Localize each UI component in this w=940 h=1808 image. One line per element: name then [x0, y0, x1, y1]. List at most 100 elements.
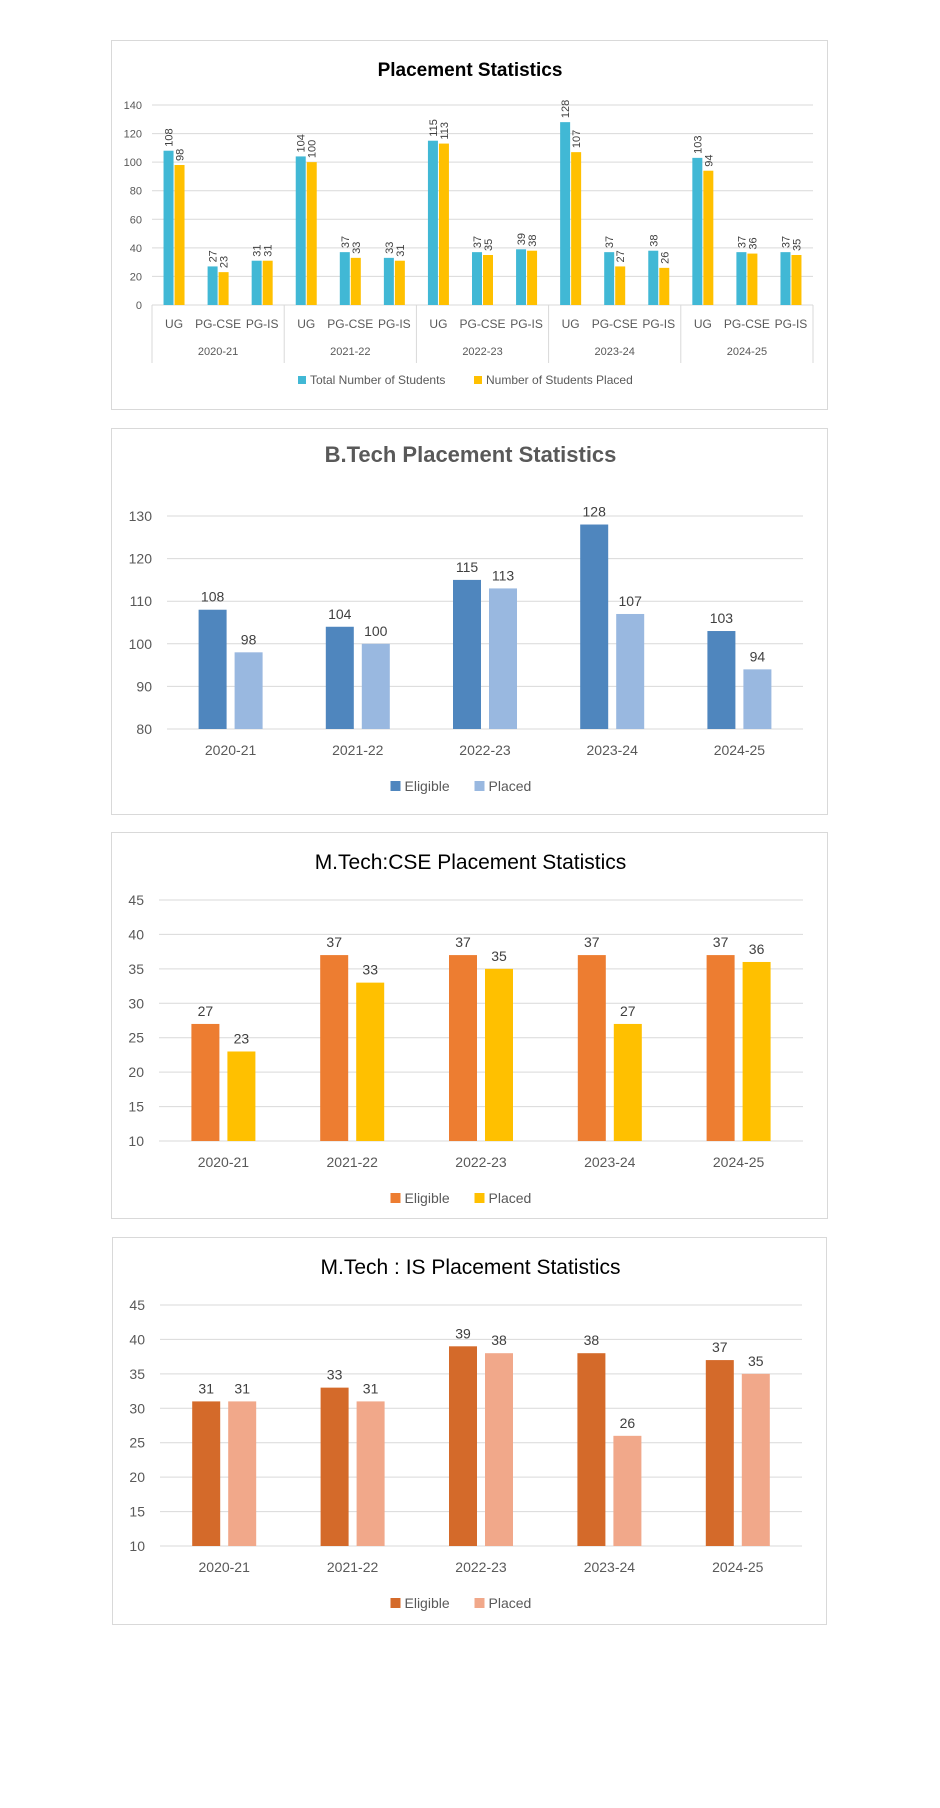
bar	[453, 579, 481, 729]
y-tick-label: 35	[129, 1366, 145, 1382]
bar	[616, 613, 645, 729]
y-tick-label: 140	[124, 100, 142, 112]
y-tick-label: 20	[128, 1064, 144, 1080]
x-category-label: UG	[694, 317, 712, 331]
x-group-label: 2021-22	[330, 346, 370, 358]
chart-title: B.Tech Placement Statistics	[325, 442, 617, 467]
data-label: 33	[327, 1367, 343, 1383]
data-label: 37	[712, 1339, 728, 1355]
data-label: 33	[384, 242, 396, 254]
data-label: 27	[615, 250, 627, 262]
y-tick-label: 120	[129, 551, 153, 567]
bar	[198, 609, 227, 729]
data-label: 26	[659, 252, 671, 264]
data-label: 31	[234, 1380, 250, 1396]
data-label: 115	[428, 119, 440, 137]
data-label: 115	[456, 559, 479, 575]
x-tick-label: 2024-25	[714, 742, 766, 758]
bar	[741, 1373, 770, 1546]
bar	[705, 1360, 734, 1546]
data-label: 104	[328, 606, 352, 622]
data-label: 27	[208, 250, 220, 262]
data-label: 104	[296, 134, 308, 152]
bar	[251, 260, 262, 305]
bar	[483, 255, 493, 305]
x-category-label: UG	[562, 317, 580, 331]
bar	[489, 588, 517, 729]
x-tick-label: 2020-21	[199, 1559, 251, 1575]
legend-swatch	[474, 1193, 485, 1203]
bar	[174, 165, 185, 305]
bar	[485, 1353, 513, 1546]
y-tick-label: 30	[129, 1400, 145, 1416]
bar	[325, 626, 354, 729]
data-label: 98	[175, 149, 187, 161]
data-label: 37	[713, 934, 729, 950]
y-tick-label: 25	[128, 1030, 144, 1046]
x-category-label: PG-IS	[775, 317, 808, 331]
bar	[743, 669, 772, 729]
y-tick-label: 15	[128, 1099, 144, 1115]
y-tick-label: 25	[129, 1435, 145, 1451]
data-label: 31	[363, 1380, 379, 1396]
data-label: 35	[491, 948, 507, 964]
data-label: 100	[307, 140, 319, 158]
y-tick-label: 45	[129, 1297, 145, 1313]
legend-swatch	[390, 1193, 401, 1203]
data-label: 128	[583, 504, 607, 520]
bar	[449, 1346, 477, 1546]
data-label: 108	[164, 128, 176, 146]
y-tick-label: 35	[128, 961, 144, 977]
data-label: 27	[198, 1003, 214, 1019]
bar	[320, 1387, 349, 1546]
y-tick-label: 90	[136, 678, 152, 694]
y-tick-label: 30	[128, 995, 144, 1011]
data-label: 36	[747, 237, 759, 249]
bar	[742, 961, 771, 1141]
mtech-is-placement-chart: M.Tech : IS Placement Statistics 10 15 20 25…	[129, 1256, 802, 1611]
bar	[427, 140, 438, 305]
bar	[706, 955, 735, 1141]
bar	[383, 257, 394, 305]
y-tick-label: 100	[129, 636, 153, 652]
x-category-label: PG-CSE	[195, 317, 241, 331]
y-tick-label: 110	[130, 593, 153, 609]
bar	[527, 250, 538, 305]
data-label: 107	[571, 130, 583, 148]
bar	[356, 982, 385, 1141]
x-category-label: PG-IS	[510, 317, 543, 331]
data-label: 37	[584, 934, 600, 950]
x-tick-label: 2023-24	[584, 1559, 636, 1575]
data-label: 39	[516, 233, 528, 245]
x-tick-label: 2020-21	[205, 742, 257, 758]
data-label: 37	[340, 236, 352, 248]
mtech-cse-placement-chart: M.Tech:CSE Placement Statistics 10 15 20 25 3…	[128, 851, 803, 1206]
legend-label: Placed	[489, 778, 532, 794]
legend-label: Total Number of Students	[310, 373, 445, 387]
y-tick-label: 100	[124, 157, 142, 169]
y-tick-label: 20	[130, 271, 142, 283]
data-label: 35	[791, 239, 803, 251]
x-category-label: UG	[165, 317, 183, 331]
x-category-label: PG-CSE	[724, 317, 770, 331]
data-label: 113	[439, 122, 451, 140]
bar	[707, 631, 736, 729]
data-label: 33	[362, 962, 378, 978]
y-tick-label: 20	[129, 1469, 145, 1485]
bar	[227, 1051, 256, 1141]
data-label: 33	[351, 242, 363, 254]
bar	[228, 1401, 257, 1546]
bar	[361, 643, 390, 729]
bar	[234, 652, 263, 729]
data-label: 31	[198, 1380, 214, 1396]
x-category-label: PG-IS	[246, 317, 279, 331]
bar	[472, 252, 482, 305]
bar	[262, 260, 273, 305]
data-label: 37	[455, 934, 471, 950]
bar	[780, 252, 791, 305]
chart-panel-mtech-cse: M.Tech:CSE Placement Statistics 10 15 20 25 3…	[111, 832, 828, 1219]
y-tick-label: 0	[136, 300, 142, 312]
legend-label: Eligible	[405, 778, 450, 794]
x-category-label: PG-CSE	[592, 317, 638, 331]
bar	[163, 150, 174, 305]
